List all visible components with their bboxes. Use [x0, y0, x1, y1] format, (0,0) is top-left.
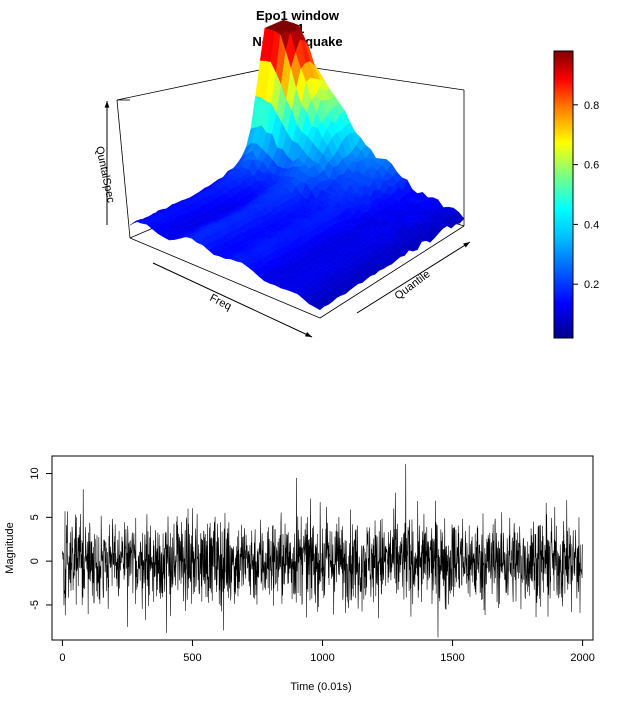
z-axis-label: QuntalSpec [93, 145, 117, 204]
x-tick-label: 1500 [440, 652, 464, 664]
y-axis-label: Quantile [393, 268, 433, 302]
y-axis-label: Magnitude [4, 522, 16, 573]
z-arrow-head [104, 101, 110, 108]
x-axis-ticks: 0 500 1000 1500 2000 [59, 640, 595, 664]
y-tick-label: 10 [29, 467, 41, 479]
y-tick-label: 5 [29, 514, 41, 520]
colorbar-tick-label: 0.2 [584, 279, 599, 291]
x-tick-label: 1000 [310, 652, 334, 664]
surface-mesh [129, 19, 465, 311]
time-series-plot: 0 500 1000 1500 2000 -5 0 5 10 Time (0.01s) Mag… [4, 455, 595, 693]
box-edge [129, 237, 321, 319]
chart-title-line-1: Epo1 window [255, 8, 340, 23]
x-tick-label: 2000 [570, 652, 594, 664]
x-axis-label: Freq [208, 292, 234, 313]
magnitude-line [62, 463, 583, 638]
colorbar-gradient [553, 50, 574, 339]
freq-arrow [152, 262, 313, 338]
colorbar-tick-label: 0.4 [584, 219, 599, 231]
surface-plot: QuntalSpec Freq Quantile 0.2 0.4 0.6 0.8 [93, 19, 599, 339]
colorbar: 0.2 0.4 0.6 0.8 [553, 50, 599, 339]
y-tick-label: 0 [29, 558, 41, 564]
freq-arrow-head [305, 332, 312, 337]
x-tick-label: 0 [59, 652, 65, 664]
box-edge [319, 225, 465, 319]
box-edge [116, 99, 131, 239]
y-tick-label: -5 [29, 600, 41, 610]
surface-facet [314, 303, 325, 311]
colorbar-tick-label: 0.6 [584, 160, 599, 172]
x-axis-label: Time (0.01s) [290, 681, 351, 693]
y-axis-ticks: -5 0 5 10 [29, 467, 52, 610]
x-tick-label: 500 [183, 652, 201, 664]
surface-box-front [104, 101, 471, 338]
colorbar-tick-label: 0.8 [584, 100, 599, 112]
quantile-arrow [356, 241, 471, 314]
quantile-arrow-head [463, 242, 470, 248]
colorbar-ticks: 0.2 0.4 0.6 0.8 [573, 100, 599, 291]
